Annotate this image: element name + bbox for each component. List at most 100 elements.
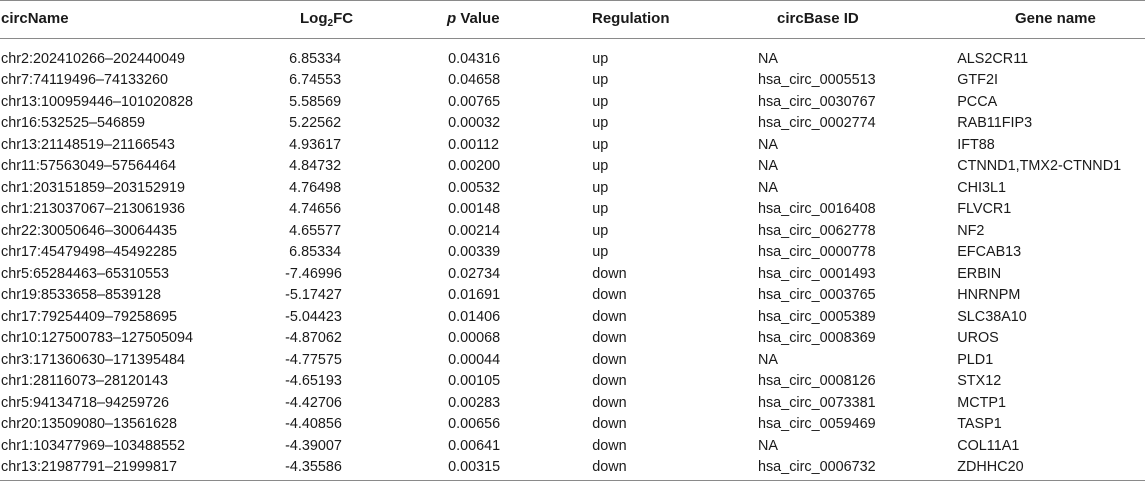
cell-gene: ALS2CR11 (957, 50, 1029, 67)
cell-log2fc: 5.22562 (289, 115, 342, 132)
cell-pvalue: 0.00339 (448, 244, 501, 261)
cell-circbase: NA (757, 136, 778, 153)
cell-gene: IFT88 (957, 136, 995, 153)
cell-regulation: down (592, 416, 627, 433)
cell-regulation: up (592, 222, 609, 239)
cell-pvalue: 0.00765 (448, 93, 501, 110)
header-log2fc-subscript: 2 (327, 18, 334, 29)
cell-circbase: hsa_circ_0030767 (757, 93, 876, 110)
table-row: chr16:532525–546859 5.22562 0.00032 up hsa_c… (0, 113, 1145, 135)
cell-circbase: hsa_circ_0073381 (757, 394, 876, 411)
cell-gene: PLD1 (957, 351, 994, 368)
header-gene: Gene name (1015, 10, 1096, 27)
cell-pvalue: 0.04316 (448, 50, 501, 67)
cell-circname: chr2:202410266–202440049 (1, 50, 186, 67)
table-row: chr13:21987791–21999817 -4.35586 0.00315 do… (0, 457, 1145, 479)
cell-regulation: down (592, 437, 627, 454)
cell-circname: chr16:532525–546859 (1, 115, 146, 132)
table-row: chr10:127500783–127505094 -4.87062 0.00068… (0, 328, 1145, 350)
cell-pvalue: 0.00148 (448, 201, 501, 218)
cell-log2fc: -4.87062 (285, 330, 342, 347)
table-body: chr2:202410266–202440049 6.85334 0.04316 up… (0, 48, 1145, 478)
cell-gene: MCTP1 (957, 394, 1006, 411)
cell-regulation: down (592, 459, 627, 476)
cell-pvalue: 0.00315 (448, 459, 501, 476)
cell-circbase: NA (757, 351, 778, 368)
cell-circbase: hsa_circ_0059469 (757, 416, 876, 433)
cell-pvalue: 0.00214 (448, 222, 501, 239)
cell-log2fc: -4.65193 (285, 373, 342, 390)
cell-regulation: down (592, 265, 627, 282)
cell-pvalue: 0.02734 (448, 265, 501, 282)
cell-log2fc: -5.04423 (285, 308, 342, 325)
cell-circname: chr17:79254409–79258695 (1, 308, 178, 325)
cell-regulation: up (592, 50, 609, 67)
cell-circname: chr11:57563049–57564464 (1, 158, 176, 175)
cell-circbase: hsa_circ_0008126 (757, 373, 876, 390)
cell-gene: ERBIN (957, 265, 1002, 282)
cell-pvalue: 0.00032 (448, 115, 501, 132)
cell-gene: RAB11FIP3 (957, 115, 1033, 132)
cell-pvalue: 0.00068 (448, 330, 501, 347)
table-row: chr13:100959446–101020828 5.58569 0.00765 u… (0, 91, 1145, 113)
cell-log2fc: -4.77575 (285, 351, 342, 368)
cell-circname: chr22:30050646–30064435 (1, 222, 178, 239)
table-row: chr11:57563049–57564464 4.84732 0.00200 up N… (0, 156, 1145, 178)
cell-log2fc: -7.46996 (285, 265, 342, 282)
header-rule (0, 38, 1145, 39)
cell-regulation: up (592, 72, 609, 89)
header-log2fc-tail: FC (333, 10, 354, 27)
cell-log2fc: -4.42706 (285, 394, 342, 411)
cell-regulation: down (592, 308, 627, 325)
cell-log2fc: 4.74656 (289, 201, 342, 218)
cell-circname: chr10:127500783–127505094 (1, 330, 194, 347)
cell-gene: STX12 (957, 373, 1002, 390)
cell-gene: COL11A1 (957, 437, 1020, 454)
cell-circbase: hsa_circ_0002774 (757, 115, 876, 132)
cell-regulation: up (592, 201, 609, 218)
cell-gene: HNRNPM (957, 287, 1021, 304)
cell-circname: chr1:213037067–213061936 (1, 201, 186, 218)
table-row: chr1:103477969–103488552 -4.39007 0.00641 d… (0, 435, 1145, 457)
cell-log2fc: -5.17427 (285, 287, 342, 304)
cell-circbase: hsa_circ_0006732 (757, 459, 876, 476)
cell-circname: chr13:21148519–21166543 (1, 136, 175, 153)
cell-circbase: hsa_circ_0005389 (757, 308, 876, 325)
cell-circbase: hsa_circ_0003765 (757, 287, 876, 304)
table-row: chr1:213037067–213061936 4.74656 0.00148 up… (0, 199, 1145, 221)
bottom-rule (0, 480, 1145, 481)
cell-gene: NF2 (957, 222, 985, 239)
cell-circbase: hsa_circ_0001493 (757, 265, 876, 282)
header-circbase: circBase ID (777, 10, 859, 27)
cell-pvalue: 0.00044 (448, 351, 501, 368)
table-row: chr20:13509080–13561628 -4.40856 0.00656 do… (0, 414, 1145, 436)
cell-circbase: NA (757, 158, 778, 175)
cell-gene: GTF2I (957, 72, 998, 89)
cell-log2fc: 6.85334 (289, 50, 342, 67)
cell-circbase: hsa_circ_0000778 (757, 244, 876, 261)
cell-log2fc: 6.85334 (289, 244, 342, 261)
cell-circname: chr1:203151859–203152919 (1, 179, 186, 196)
cell-gene: TASP1 (957, 416, 1002, 433)
cell-pvalue: 0.00641 (448, 437, 501, 454)
table-row: chr2:202410266–202440049 6.85334 0.04316 up… (0, 48, 1145, 70)
cell-circname: chr3:171360630–171395484 (1, 351, 186, 368)
cell-gene: EFCAB13 (957, 244, 1022, 261)
cell-gene: UROS (957, 330, 999, 347)
cell-pvalue: 0.00200 (448, 158, 501, 175)
cell-pvalue: 0.00112 (448, 136, 500, 153)
table-row: chr5:65284463–65310553 -7.46996 0.02734 dow… (0, 263, 1145, 285)
table-row: chr7:74119496–74133260 6.74553 0.04658 up hs… (0, 70, 1145, 92)
cell-gene: CHI3L1 (957, 179, 1006, 196)
cell-regulation: down (592, 373, 627, 390)
cell-regulation: down (592, 394, 627, 411)
cell-circname: chr19:8533658–8539128 (1, 287, 162, 304)
cell-circname: chr1:28116073–28120143 (1, 373, 168, 390)
cell-pvalue: 0.01406 (448, 308, 501, 325)
cell-pvalue: 0.01691 (448, 287, 501, 304)
cell-regulation: up (592, 158, 609, 175)
cell-circname: chr20:13509080–13561628 (1, 416, 178, 433)
cell-circbase: hsa_circ_0008369 (757, 330, 876, 347)
table-row: chr1:28116073–28120143 -4.65193 0.00105 dow… (0, 371, 1145, 393)
